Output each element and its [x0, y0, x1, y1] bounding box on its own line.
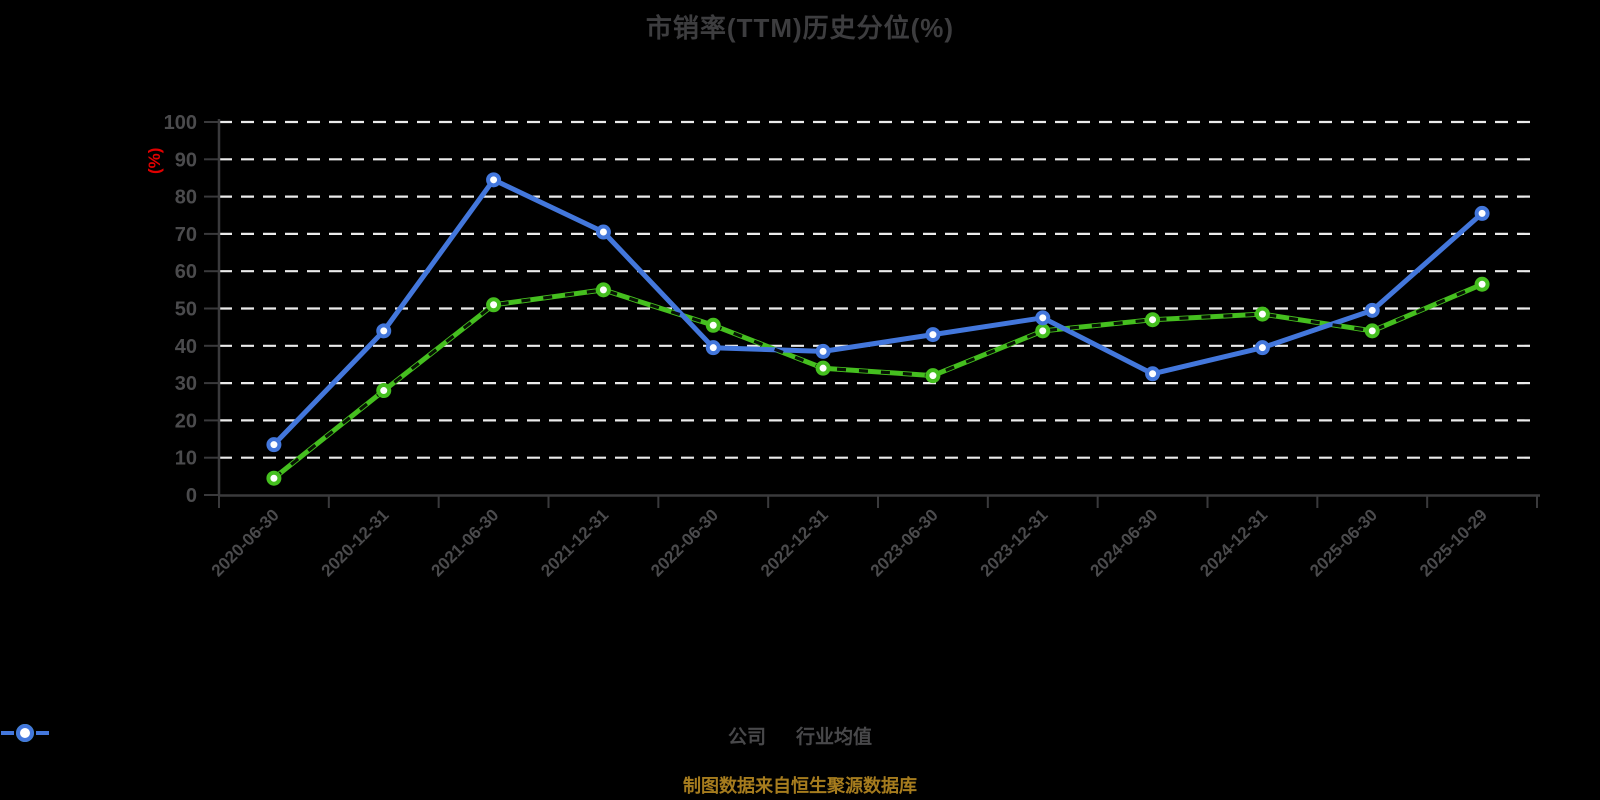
x-tick-label-2020-06-30: 2020-06-30 [208, 505, 283, 580]
x-tick-label-2021-12-31: 2021-12-31 [537, 505, 612, 580]
data-point-industry-average-2024-06-30 [1145, 366, 1161, 382]
data-point-company-2025-06-30 [1364, 323, 1380, 339]
y-tick-label-100: 100 [164, 112, 197, 134]
data-point-company-2022-06-30 [705, 317, 721, 333]
data-point-industry-average-2022-12-31 [815, 343, 831, 359]
x-tick-label-2023-06-30: 2023-06-30 [867, 505, 942, 580]
x-tick-label-2022-12-31: 2022-12-31 [757, 505, 832, 580]
data-point-company-2024-12-31 [1254, 306, 1270, 322]
series-line-industry-average [271, 177, 1485, 448]
y-tick-label-50: 50 [175, 299, 197, 321]
data-point-company-2021-06-30 [486, 297, 502, 313]
x-tick-label-2024-12-31: 2024-12-31 [1196, 505, 1271, 580]
data-point-industry-average-2025-06-30 [1364, 302, 1380, 318]
y-tick-label-10: 10 [175, 448, 197, 470]
series-line-company [271, 281, 1485, 481]
x-tick-label-2024-06-30: 2024-06-30 [1086, 505, 1161, 580]
y-axis-unit-label: (%) [145, 148, 164, 174]
data-point-industry-average-2020-06-30 [266, 437, 282, 453]
data-point-company-2020-06-30 [266, 470, 282, 486]
legend-label-industry-average: 行业均值 [796, 727, 873, 748]
x-tick-label-2020-12-31: 2020-12-31 [318, 505, 393, 580]
data-point-company-2021-12-31 [595, 282, 611, 298]
data-point-industry-average-2023-06-30 [925, 327, 941, 343]
series-line-company-dash-overlay [272, 282, 1483, 480]
data-point-company-2020-12-31 [376, 383, 392, 399]
x-tick-label-2022-06-30: 2022-06-30 [647, 505, 722, 580]
data-point-company-2024-06-30 [1145, 312, 1161, 328]
x-tick-label-2021-06-30: 2021-06-30 [427, 505, 502, 580]
y-tick-label-0: 0 [186, 485, 197, 507]
y-tick-label-60: 60 [175, 261, 197, 283]
y-tick-label-70: 70 [175, 224, 197, 246]
data-point-industry-average-2023-12-31 [1035, 310, 1051, 326]
x-tick-label-2025-06-30: 2025-06-30 [1306, 505, 1381, 580]
data-point-industry-average-2022-06-30 [705, 340, 721, 356]
data-point-company-2023-12-31 [1035, 323, 1051, 339]
y-tick-label-90: 90 [175, 149, 197, 171]
chart-title: 市销率(TTM)历史分位(%) [645, 13, 955, 43]
legend-item-industry-average[interactable]: 行业均值 [1, 722, 873, 749]
data-point-industry-average-2024-12-31 [1254, 340, 1270, 356]
data-source-note: 制图数据来自恒生聚源数据库 [683, 776, 917, 796]
legend-item-company[interactable]: 公司 [1, 722, 766, 749]
x-tick-label-2025-10-29: 2025-10-29 [1416, 505, 1491, 580]
legend-marker-industry-average [1, 724, 49, 742]
legend: 公司 行业均值 [0, 722, 1600, 749]
data-point-company-2022-12-31 [815, 360, 831, 376]
y-tick-label-20: 20 [175, 410, 197, 432]
data-point-company-2025-10-29 [1474, 276, 1490, 292]
data-point-industry-average-2025-10-29 [1474, 205, 1490, 221]
data-point-industry-average-2021-12-31 [595, 224, 611, 240]
data-point-company-2023-06-30 [925, 368, 941, 384]
data-point-industry-average-2021-06-30 [486, 172, 502, 188]
legend-label-company: 公司 [727, 727, 766, 748]
x-tick-label-2023-12-31: 2023-12-31 [977, 505, 1052, 580]
y-tick-label-80: 80 [175, 187, 197, 209]
data-point-industry-average-2020-12-31 [376, 323, 392, 339]
y-tick-label-30: 30 [175, 373, 197, 395]
y-tick-label-40: 40 [175, 336, 197, 358]
